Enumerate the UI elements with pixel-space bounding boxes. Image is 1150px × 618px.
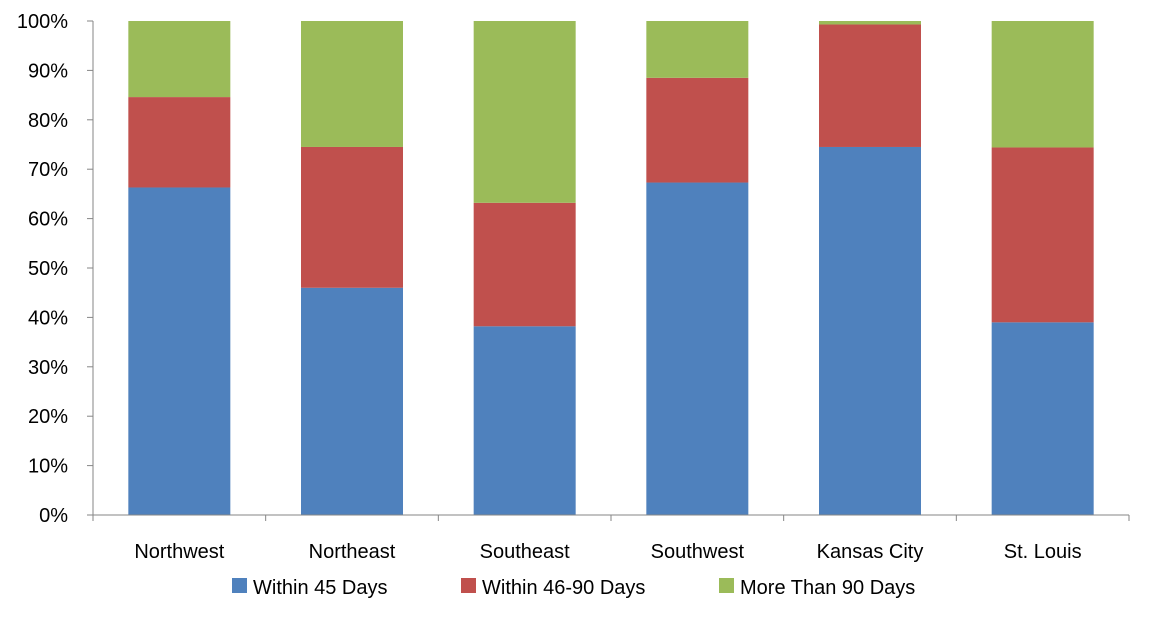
- y-tick-label-1: 10%: [28, 456, 68, 478]
- y-tick-label-3: 30%: [28, 357, 68, 379]
- bar-southwest-within-45-days: [646, 182, 749, 516]
- x-tick-label-southeast: Southeast: [480, 541, 571, 563]
- x-tick-label-northwest: Northwest: [134, 541, 224, 563]
- legend-label-within-45-days: Within 45 Days: [253, 577, 388, 599]
- bar-southwest-within-46-90-days: [646, 77, 749, 183]
- bar-southeast-more-than-90-days: [473, 21, 576, 203]
- bar-northwest-within-45-days: [128, 187, 231, 516]
- x-tick-label-st-louis: St. Louis: [1004, 541, 1082, 563]
- axes: Northwest Northeast Southeast Southwest Kans…: [17, 11, 1130, 563]
- y-tick-label-5: 50%: [28, 258, 68, 280]
- plot-area: [128, 21, 1094, 516]
- bar-southeast-within-46-90-days: [473, 202, 576, 327]
- bar-southeast-within-45-days: [473, 326, 576, 515]
- legend-label-more-than-90-days: More Than 90 Days: [740, 577, 915, 599]
- x-tick-label-southwest: Southwest: [651, 541, 745, 563]
- y-tick-label-9: 90%: [28, 60, 68, 82]
- legend: Within 45 Days Within 46-90 Days More Than…: [232, 577, 915, 599]
- bar-st-louis-within-45-days: [991, 322, 1094, 515]
- bar-northeast-within-45-days: [301, 287, 403, 515]
- x-tick-label-northeast: Northeast: [309, 541, 396, 563]
- x-tick-label-kansas-city: Kansas City: [817, 541, 924, 563]
- bar-kansas-city-more-than-90-days: [819, 21, 921, 25]
- y-tick-label-8: 80%: [28, 110, 68, 132]
- y-tick-label-4: 40%: [28, 307, 68, 329]
- bar-northwest-within-46-90-days: [128, 97, 231, 188]
- bar-northeast-more-than-90-days: [301, 21, 403, 147]
- y-tick-label-7: 70%: [28, 159, 68, 181]
- bar-northeast-within-46-90-days: [301, 146, 403, 288]
- y-tick-label-2: 20%: [28, 406, 68, 428]
- legend-swatch-within-46-90-days: [461, 578, 476, 593]
- bar-northwest-more-than-90-days: [128, 21, 231, 98]
- bar-st-louis-more-than-90-days: [991, 21, 1094, 148]
- y-tick-label-0: 0%: [39, 505, 68, 527]
- bar-kansas-city-within-46-90-days: [819, 24, 921, 147]
- legend-swatch-more-than-90-days: [719, 578, 734, 593]
- legend-label-within-46-90-days: Within 46-90 Days: [482, 577, 645, 599]
- bar-southwest-more-than-90-days: [646, 21, 749, 78]
- y-tick-label-6: 60%: [28, 209, 68, 231]
- bar-kansas-city-within-45-days: [819, 146, 921, 515]
- bar-st-louis-within-46-90-days: [991, 147, 1094, 323]
- y-tick-label-10: 100%: [17, 11, 68, 33]
- legend-swatch-within-45-days: [232, 578, 247, 593]
